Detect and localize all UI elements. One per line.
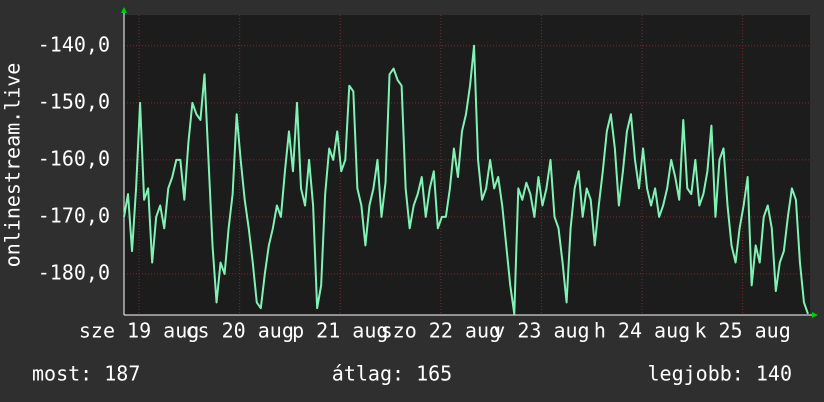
- footer-best: legjobb: 140: [648, 362, 793, 386]
- x-tick-label: v 23 aug: [493, 319, 589, 343]
- axis-arrow: [812, 312, 818, 318]
- y-tick-label: -140,0: [38, 32, 110, 56]
- x-tick-label: h 24 aug: [594, 319, 690, 343]
- x-tick-label: sze 19 aug: [79, 319, 199, 343]
- y-tick-label: -150,0: [38, 89, 110, 113]
- x-tick-label: cs 20 aug: [185, 319, 293, 343]
- axis-arrow: [121, 7, 127, 13]
- x-tick-label: p 21 aug: [292, 319, 388, 343]
- footer-current: most: 187: [32, 362, 140, 386]
- footer-average: átlag: 165: [332, 362, 452, 386]
- y-axis-label: onlinestream.live: [1, 63, 25, 268]
- y-tick-label: -180,0: [38, 260, 110, 284]
- y-tick-label: -170,0: [38, 203, 110, 227]
- y-tick-label: -160,0: [38, 146, 110, 170]
- x-tick-label: k 25 aug: [694, 319, 790, 343]
- data-line: [123, 44, 809, 315]
- x-tick-label: szo 22 aug: [381, 319, 501, 343]
